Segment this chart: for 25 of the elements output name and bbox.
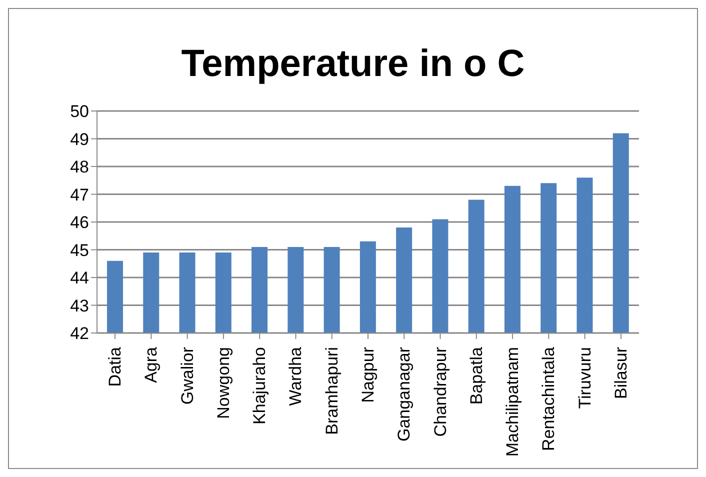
x-tick-label: Bramhapuri: [322, 347, 342, 435]
y-tick-label: 49: [70, 130, 89, 149]
y-tick-label: 48: [70, 158, 89, 177]
x-tick-label: Bapatla: [466, 346, 486, 405]
x-tick-label: Ganganagar: [394, 346, 414, 442]
x-tick-label: Gwalior: [178, 346, 197, 405]
x-tick-label: Tiruvuru: [575, 347, 594, 409]
y-tick-label: 43: [70, 296, 89, 316]
x-tick-label: Khajuraho: [250, 347, 270, 425]
x-tick-label: Datia: [106, 346, 125, 387]
y-tick-label: 47: [70, 185, 89, 204]
y-tick-label: 42: [70, 324, 89, 344]
y-tick-label: 46: [70, 213, 89, 232]
y-tick-label: 50: [70, 102, 89, 122]
x-tick-label: Rentachintala: [539, 346, 558, 451]
x-tick-label: Wardha: [286, 346, 306, 406]
x-tick-label: Nowgong: [214, 347, 233, 419]
y-tick-label: 44: [70, 268, 89, 288]
y-tick-label: 45: [70, 240, 89, 260]
x-tick-label: Nagpur: [358, 346, 378, 403]
x-tick-label: Chandrapur: [430, 346, 450, 437]
chart-title: Temperature in o C: [180, 43, 526, 87]
x-tick-label: Agra: [142, 346, 161, 383]
x-tick-label: Bilasur: [611, 346, 630, 399]
x-tick-label: Machilipatnam: [503, 347, 522, 457]
